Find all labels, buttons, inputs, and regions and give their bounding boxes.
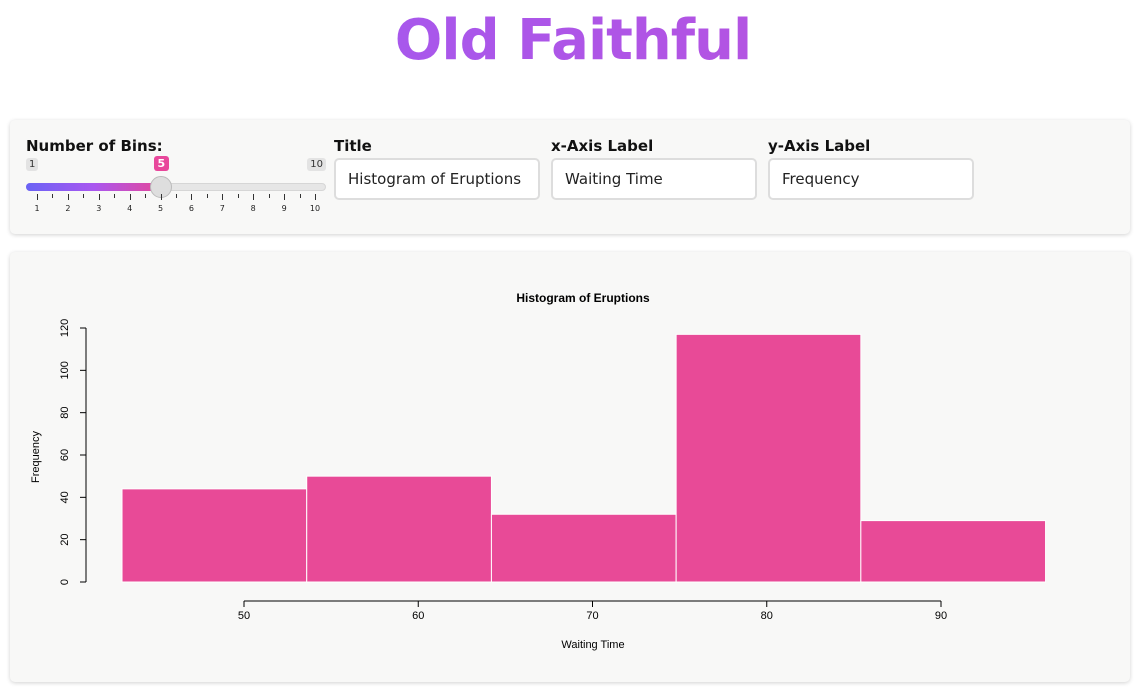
- x-tick-label: 50: [238, 610, 250, 622]
- slider-tick-label: 2: [65, 204, 71, 213]
- ylabel-label: y-Axis Label: [768, 137, 871, 155]
- slider-tick-label: 8: [250, 204, 256, 213]
- histogram-bar: [860, 520, 1047, 583]
- slider-tick-label: 9: [281, 204, 287, 213]
- slider-tick-label: 10: [309, 204, 321, 213]
- chart-title: Histogram of Eruptions: [516, 291, 650, 305]
- bins-label: Number of Bins:: [26, 137, 163, 155]
- slider-tick: [160, 194, 162, 200]
- slider-tick: [191, 194, 193, 200]
- slider-tick-label: 3: [96, 204, 102, 213]
- slider-tick: [206, 194, 208, 198]
- y-tick-label: 100: [59, 361, 71, 379]
- histogram-chart: Histogram of Eruptions Waiting Time Freq…: [30, 291, 1047, 651]
- plot-panel: Histogram of Eruptions Waiting Time Freq…: [10, 252, 1130, 682]
- y-tick-label: 80: [59, 407, 71, 419]
- xlabel-input[interactable]: [551, 158, 757, 200]
- slider-tick: [67, 194, 69, 200]
- bins-slider[interactable]: 1 10 5 1 2 3 4 5 6 7 8 9 10: [26, 156, 326, 226]
- controls-panel: Number of Bins: 1 10 5 1 2 3 4 5 6 7 8 9 10 Title…: [10, 120, 1130, 234]
- xlabel-label: x-Axis Label: [551, 137, 654, 155]
- y-tick-label: 40: [59, 491, 71, 503]
- slider-max-label: 10: [307, 158, 326, 171]
- slider-tick-label: 4: [127, 204, 133, 213]
- y-tick-label: 120: [59, 319, 71, 337]
- x-tick-label: 60: [412, 610, 424, 622]
- histogram-bar: [306, 475, 492, 583]
- slider-tick: [222, 194, 224, 200]
- slider-tick: [83, 194, 85, 198]
- slider-tick: [98, 194, 100, 200]
- slider-tick: [268, 194, 270, 198]
- slider-tick: [114, 194, 116, 198]
- slider-tick-label: 1: [34, 204, 40, 213]
- slider-value-label: 5: [153, 156, 170, 171]
- title-input[interactable]: [334, 158, 540, 200]
- ylabel-input[interactable]: [768, 158, 974, 200]
- app-title: Old Faithful: [0, 8, 1146, 73]
- slider-tick-label: 6: [188, 204, 194, 213]
- histogram-bar: [675, 333, 862, 583]
- slider-tick: [237, 194, 239, 198]
- y-tick-label: 20: [59, 534, 71, 546]
- x-tick-label: 90: [935, 610, 947, 622]
- histogram-bar: [121, 488, 308, 583]
- slider-fill: [26, 183, 161, 191]
- slider-tick: [284, 194, 286, 200]
- slider-tick: [37, 194, 38, 200]
- slider-tick: [253, 194, 255, 200]
- x-axis-label: Waiting Time: [561, 639, 624, 651]
- title-label: Title: [334, 137, 372, 155]
- slider-tick: [299, 194, 301, 198]
- slider-tick: [176, 194, 177, 198]
- slider-tick-label: 5: [158, 204, 164, 213]
- y-axis-label: Frequency: [30, 431, 42, 483]
- slider-tick: [129, 194, 131, 200]
- slider-tick: [145, 194, 147, 198]
- x-tick-label: 70: [586, 610, 598, 622]
- y-tick-label: 0: [59, 579, 71, 585]
- slider-min-label: 1: [26, 158, 39, 171]
- slider-tick: [52, 194, 54, 198]
- x-tick-label: 80: [761, 610, 773, 622]
- slider-tick: [315, 194, 316, 200]
- histogram-bar: [490, 513, 677, 583]
- slider-tick-label: 7: [219, 204, 225, 213]
- y-tick-label: 60: [59, 449, 71, 461]
